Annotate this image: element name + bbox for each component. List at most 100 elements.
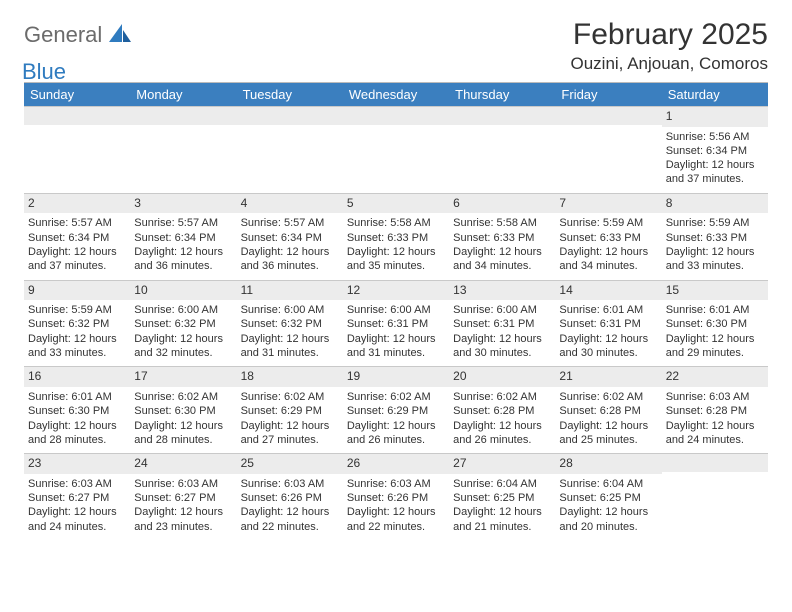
day-cell: 5 Sunrise: 5:58 AMSunset: 6:33 PMDaylight… xyxy=(343,193,449,280)
day-sunrise: Sunrise: 6:02 AM xyxy=(241,390,339,404)
day-sunrise: Sunrise: 5:57 AM xyxy=(241,216,339,230)
day-sunset: Sunset: 6:33 PM xyxy=(347,231,445,245)
day-cell: 7Sunrise: 5:59 AMSunset: 6:33 PMDaylight… xyxy=(555,193,661,280)
day-sunset: Sunset: 6:28 PM xyxy=(666,404,764,418)
day-sunset: Sunset: 6:30 PM xyxy=(134,404,232,418)
day-cell: 25Sunrise: 6:03 AMSunset: 6:26 PMDayligh… xyxy=(237,453,343,540)
day-number: 23 xyxy=(24,454,130,474)
day-cell-empty xyxy=(237,106,343,193)
day-sunrise: Sunrise: 5:58 AM xyxy=(347,216,445,230)
day-number: 28 xyxy=(555,454,661,474)
day-daylight2: and 35 minutes. xyxy=(347,259,445,273)
day-daylight2: and 33 minutes. xyxy=(666,259,764,273)
day-daylight1: Daylight: 12 hours xyxy=(241,505,339,519)
day-sunset: Sunset: 6:32 PM xyxy=(28,317,126,331)
day-cell: 2Sunrise: 5:57 AMSunset: 6:34 PMDaylight… xyxy=(24,193,130,280)
day-daylight2: and 37 minutes. xyxy=(666,172,764,186)
day-daylight1: Daylight: 12 hours xyxy=(347,245,445,259)
day-sunset: Sunset: 6:27 PM xyxy=(28,491,126,505)
day-daylight1: Daylight: 12 hours xyxy=(28,245,126,259)
day-sunset: Sunset: 6:34 PM xyxy=(666,144,764,158)
day-daylight2: and 28 minutes. xyxy=(28,433,126,447)
day-daylight1: Daylight: 12 hours xyxy=(241,245,339,259)
weekday-tue: Tuesday xyxy=(237,83,343,106)
day-number: 1 xyxy=(662,107,768,127)
day-cell: 23Sunrise: 6:03 AMSunset: 6:27 PMDayligh… xyxy=(24,453,130,540)
day-sunrise: Sunrise: 6:01 AM xyxy=(666,303,764,317)
day-sunrise: Sunrise: 5:57 AM xyxy=(28,216,126,230)
day-cell: 14Sunrise: 6:01 AMSunset: 6:31 PMDayligh… xyxy=(555,280,661,367)
day-sunset: Sunset: 6:32 PM xyxy=(241,317,339,331)
day-number: 15 xyxy=(662,281,768,301)
day-sunset: Sunset: 6:33 PM xyxy=(453,231,551,245)
day-number: 25 xyxy=(237,454,343,474)
day-daylight1: Daylight: 12 hours xyxy=(134,245,232,259)
day-daylight2: and 36 minutes. xyxy=(241,259,339,273)
logo: General Blue xyxy=(24,18,131,63)
day-cell: 17Sunrise: 6:02 AMSunset: 6:30 PMDayligh… xyxy=(130,366,236,453)
day-cell: 10Sunrise: 6:00 AMSunset: 6:32 PMDayligh… xyxy=(130,280,236,367)
day-number xyxy=(449,107,555,125)
day-sunrise: Sunrise: 6:02 AM xyxy=(559,390,657,404)
day-daylight1: Daylight: 12 hours xyxy=(134,332,232,346)
day-cell: 26Sunrise: 6:03 AMSunset: 6:26 PMDayligh… xyxy=(343,453,449,540)
day-daylight2: and 20 minutes. xyxy=(559,520,657,534)
day-sunset: Sunset: 6:28 PM xyxy=(559,404,657,418)
day-daylight1: Daylight: 12 hours xyxy=(453,245,551,259)
day-daylight2: and 30 minutes. xyxy=(453,346,551,360)
day-sunrise: Sunrise: 5:56 AM xyxy=(666,130,764,144)
logo-general: General xyxy=(24,22,102,47)
day-sunset: Sunset: 6:32 PM xyxy=(134,317,232,331)
day-daylight2: and 21 minutes. xyxy=(453,520,551,534)
day-number xyxy=(237,107,343,125)
day-daylight1: Daylight: 12 hours xyxy=(559,419,657,433)
day-sunset: Sunset: 6:30 PM xyxy=(28,404,126,418)
day-daylight2: and 29 minutes. xyxy=(666,346,764,360)
day-cell: 13Sunrise: 6:00 AMSunset: 6:31 PMDayligh… xyxy=(449,280,555,367)
day-number: 10 xyxy=(130,281,236,301)
weekday-sat: Saturday xyxy=(662,83,768,106)
day-daylight2: and 30 minutes. xyxy=(559,346,657,360)
day-daylight1: Daylight: 12 hours xyxy=(28,332,126,346)
day-number: 26 xyxy=(343,454,449,474)
day-number: 9 xyxy=(24,281,130,301)
day-cell: 6 Sunrise: 5:58 AMSunset: 6:33 PMDaylight… xyxy=(449,193,555,280)
day-cell-empty xyxy=(662,453,768,540)
day-daylight1: Daylight: 12 hours xyxy=(453,505,551,519)
day-daylight2: and 31 minutes. xyxy=(347,346,445,360)
day-daylight2: and 37 minutes. xyxy=(28,259,126,273)
day-cell: 1Sunrise: 5:56 AMSunset: 6:34 PMDaylight… xyxy=(662,106,768,193)
day-number: 19 xyxy=(343,367,449,387)
day-number: 20 xyxy=(449,367,555,387)
day-cell-empty xyxy=(343,106,449,193)
day-daylight1: Daylight: 12 hours xyxy=(28,505,126,519)
day-sunrise: Sunrise: 6:04 AM xyxy=(559,477,657,491)
day-sunset: Sunset: 6:33 PM xyxy=(559,231,657,245)
day-number: 6 xyxy=(449,194,555,214)
day-sunrise: Sunrise: 5:58 AM xyxy=(453,216,551,230)
day-daylight2: and 26 minutes. xyxy=(347,433,445,447)
day-sunset: Sunset: 6:25 PM xyxy=(559,491,657,505)
header: General Blue February 2025 Ouzini, Anjou… xyxy=(24,18,768,74)
day-sunrise: Sunrise: 6:00 AM xyxy=(241,303,339,317)
location: Ouzini, Anjouan, Comoros xyxy=(571,54,769,74)
day-sunrise: Sunrise: 6:01 AM xyxy=(28,390,126,404)
day-daylight2: and 25 minutes. xyxy=(559,433,657,447)
day-daylight1: Daylight: 12 hours xyxy=(666,419,764,433)
day-number xyxy=(343,107,449,125)
day-sunset: Sunset: 6:34 PM xyxy=(134,231,232,245)
day-sunrise: Sunrise: 6:00 AM xyxy=(453,303,551,317)
day-sunset: Sunset: 6:29 PM xyxy=(347,404,445,418)
day-number: 11 xyxy=(237,281,343,301)
day-number xyxy=(130,107,236,125)
day-number: 5 xyxy=(343,194,449,214)
day-daylight1: Daylight: 12 hours xyxy=(347,332,445,346)
day-daylight1: Daylight: 12 hours xyxy=(347,419,445,433)
day-sunset: Sunset: 6:29 PM xyxy=(241,404,339,418)
day-sunrise: Sunrise: 6:03 AM xyxy=(347,477,445,491)
day-number: 4 xyxy=(237,194,343,214)
day-sunset: Sunset: 6:33 PM xyxy=(666,231,764,245)
day-daylight2: and 33 minutes. xyxy=(28,346,126,360)
day-number: 12 xyxy=(343,281,449,301)
day-number xyxy=(24,107,130,125)
